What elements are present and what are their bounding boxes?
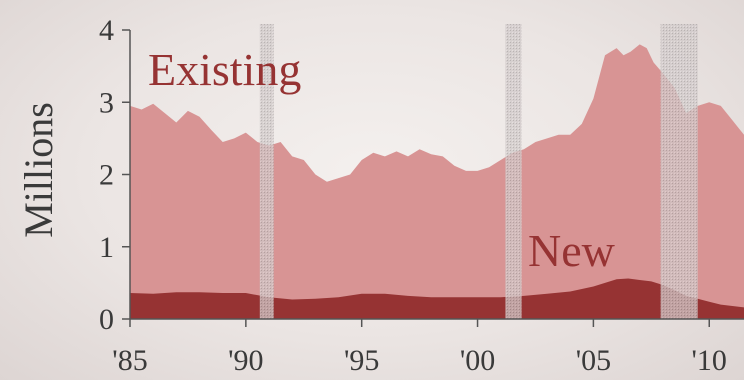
- y-axis-label: Millions: [16, 102, 61, 238]
- y-tick-label: 3: [99, 86, 114, 119]
- series-label-new: New: [528, 225, 616, 276]
- x-tick-label: '00: [460, 344, 495, 377]
- y-tick-label: 1: [99, 231, 114, 264]
- area-new: [130, 278, 744, 319]
- x-tick-label: '95: [344, 344, 379, 377]
- x-tick-label: '85: [112, 344, 147, 377]
- y-tick-label: 2: [99, 159, 114, 192]
- x-tick-label: '10: [692, 344, 727, 377]
- y-tick-label: 4: [99, 14, 114, 47]
- x-tick-label: '05: [576, 344, 611, 377]
- x-tick-label: '90: [228, 344, 263, 377]
- recession-band: [505, 24, 522, 319]
- recession-band: [660, 24, 698, 319]
- y-tick-label: 0: [99, 303, 114, 336]
- area-existing: [130, 44, 744, 320]
- recession-band: [259, 24, 274, 319]
- series-label-existing: Existing: [148, 44, 301, 95]
